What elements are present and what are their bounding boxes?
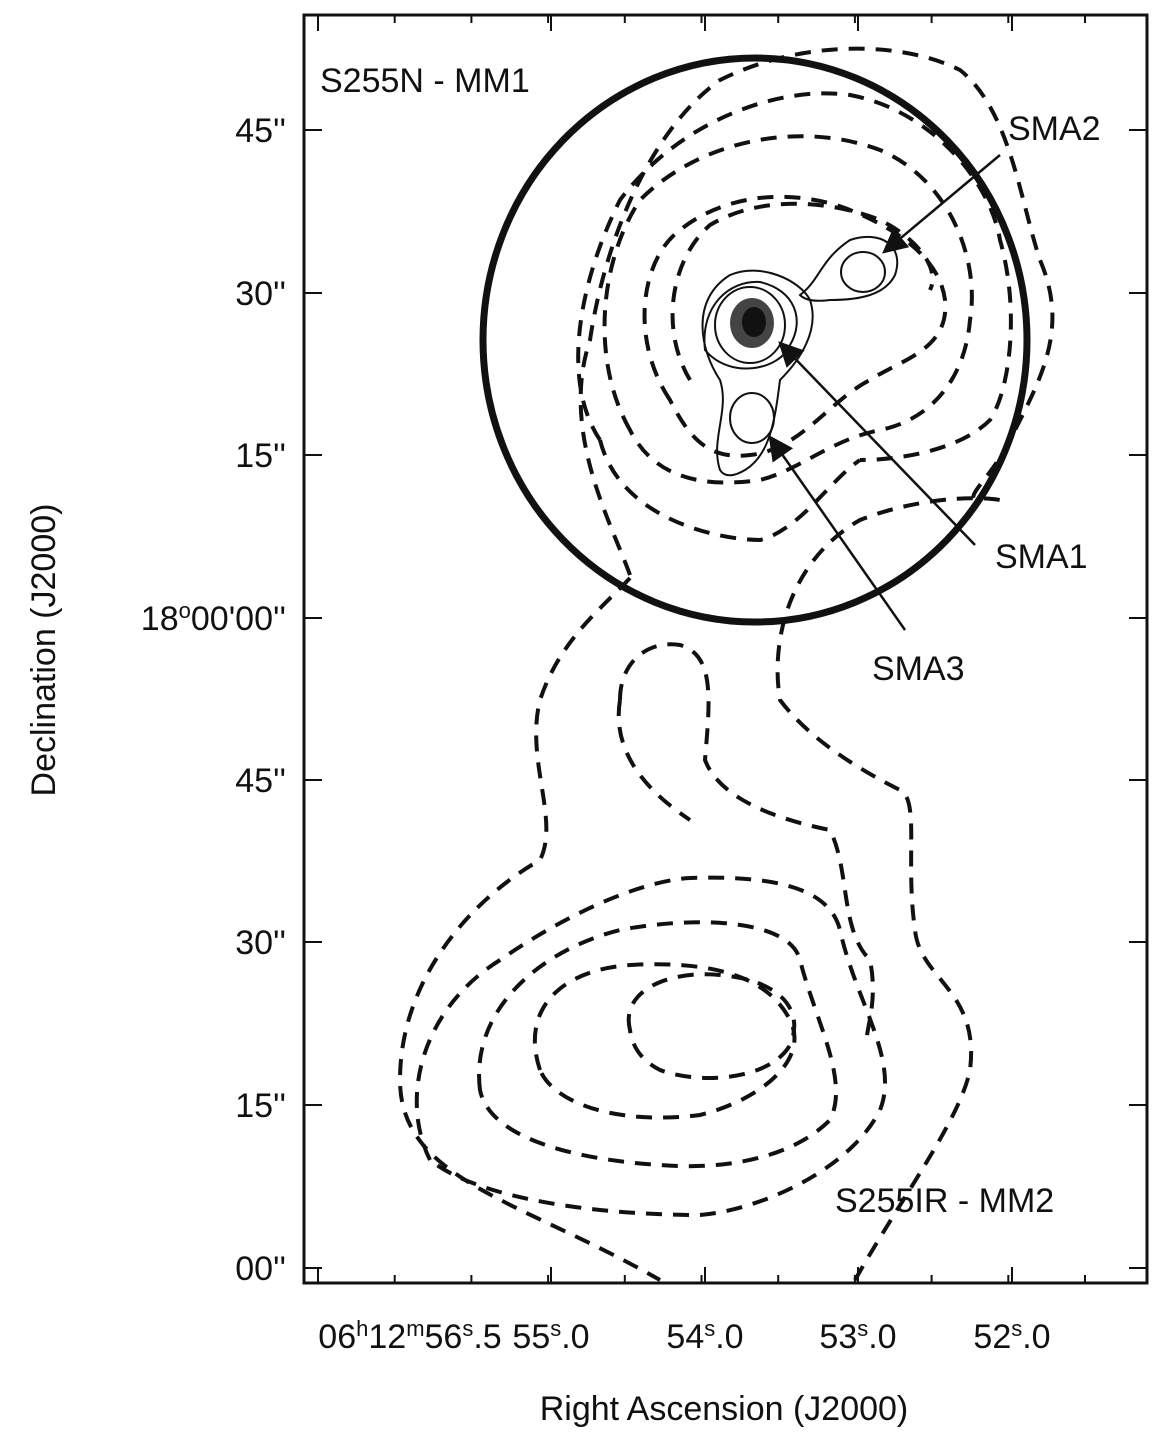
tick-label-part: 18 [141,600,179,638]
tick-label: 45'' [235,762,286,800]
tick-label-part: 52 [973,1318,1011,1356]
tick-label: 30'' [235,924,286,962]
tick-label-part: 15'' [235,1087,286,1125]
plot-frame [302,13,1149,1285]
tick-label: 30'' [235,275,286,313]
tick-label-part: s [550,1316,561,1341]
annotation: S255N - MM1 [320,62,530,100]
tick-label: 54s.0 [666,1316,743,1357]
tick-label: 15'' [235,437,286,475]
tick-label-part: s [857,1316,868,1341]
tick-label-part: 45'' [235,112,286,150]
tick-label-part: 15'' [235,437,286,475]
tick-label-part: 54 [666,1318,704,1356]
tick-label: 06h12m56s.5 [318,1316,501,1357]
x-axis-label: Right Ascension (J2000) [540,1390,909,1428]
tick-label-part: m [406,1316,424,1341]
tick-label-part: 45'' [235,762,286,800]
contours-dashed [397,46,1055,1282]
tick-label-part: 55 [512,1318,550,1356]
tick-label: 55s.0 [512,1316,589,1357]
tick-label: 00'' [235,1250,286,1288]
tick-label-part: 00'00'' [191,600,286,638]
tick-label-part: .5 [473,1318,501,1356]
y-axis-label: Declination (J2000) [25,504,63,797]
tick-label-part: o [179,598,191,623]
tick-label: 15'' [235,1087,286,1125]
tick-label-part: 56 [425,1318,463,1356]
tick-label-part: h [356,1316,368,1341]
tick-label-part: 12 [368,1318,406,1356]
arrows [768,154,1001,631]
tick-label: 53s.0 [819,1316,896,1357]
tick-label-part: s [704,1316,715,1341]
tick-label: 52s.0 [973,1316,1050,1357]
annotation: SMA2 [1008,110,1101,148]
tick-label-part: s [1011,1316,1022,1341]
tick-label: 18o00'00'' [141,598,286,639]
tick-label-part: 30'' [235,924,286,962]
tick-label-part: s [462,1316,473,1341]
annotation: SMA3 [872,650,965,688]
tick-label-part: .0 [715,1318,743,1356]
tick-label: 45'' [235,112,286,150]
beam-circle [479,54,1031,626]
tick-label-part: .0 [868,1318,896,1356]
annotation: S255IR - MM2 [835,1182,1054,1220]
tick-label-part: 00'' [235,1250,286,1288]
tick-label-part: 30'' [235,275,286,313]
tick-label-part: .0 [1022,1318,1050,1356]
tick-label-part: 53 [819,1318,857,1356]
tick-label-part: .0 [561,1318,589,1356]
contours-solid [701,235,899,477]
tick-label-part: 06 [318,1318,356,1356]
annotation: SMA1 [995,538,1088,576]
